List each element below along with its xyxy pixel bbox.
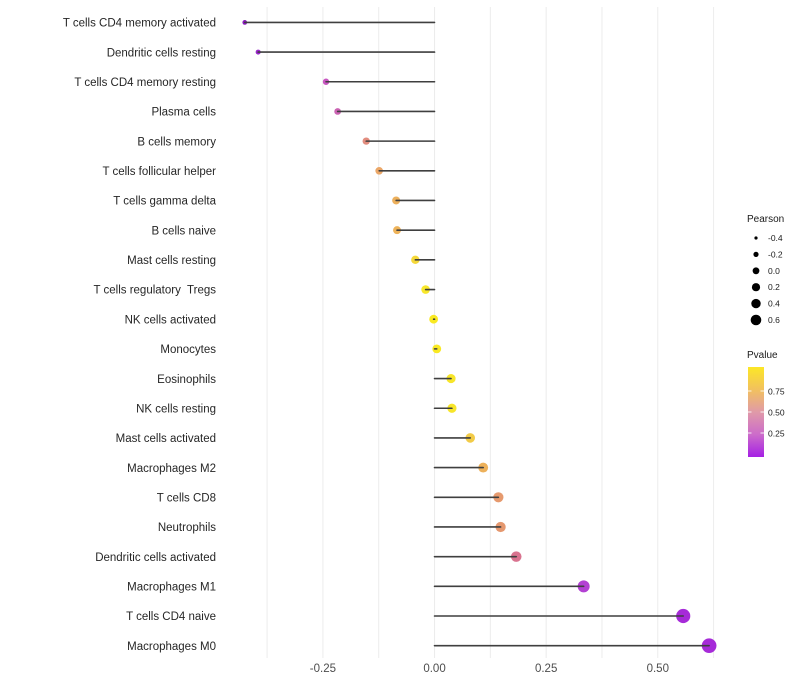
colorbar-tick-label: 0.75 <box>768 387 785 397</box>
category-label: T cells CD4 memory resting <box>74 77 216 89</box>
size-legend-label: 0.4 <box>768 299 780 309</box>
x-tick-label: -0.25 <box>310 663 336 675</box>
size-legend-title: Pearson <box>747 214 784 225</box>
category-label: Macrophages M2 <box>127 463 216 475</box>
category-label: Mast cells resting <box>127 255 216 267</box>
x-tick-label: 0.25 <box>535 663 557 675</box>
size-legend-dot <box>751 298 761 309</box>
size-legend-dot <box>753 251 759 257</box>
category-label: Eosinophils <box>157 374 216 386</box>
size-legend-dot <box>751 283 761 292</box>
size-legend-label: -0.2 <box>768 249 783 259</box>
category-label: Dendritic cells activated <box>95 552 216 564</box>
category-label: T cells gamma delta <box>113 196 216 208</box>
x-tick-label: 0.00 <box>423 663 445 675</box>
colorbar-title: Pvalue <box>747 350 778 361</box>
category-label: Macrophages M0 <box>127 641 216 653</box>
category-label: T cells CD4 naive <box>126 611 216 623</box>
category-label: T cells follicular helper <box>102 166 216 178</box>
category-label: B cells naive <box>151 225 216 237</box>
category-label: Monocytes <box>160 344 216 356</box>
size-legend-label: 0.0 <box>768 266 780 276</box>
category-label: Dendritic cells resting <box>107 47 216 59</box>
colorbar-gradient <box>748 367 764 457</box>
category-label: NK cells resting <box>136 403 216 415</box>
category-label: T cells CD4 memory activated <box>63 18 216 30</box>
category-label: T cells CD8 <box>157 492 216 504</box>
size-legend-label: 0.2 <box>768 282 780 292</box>
category-label: Mast cells activated <box>116 433 216 445</box>
category-label: Neutrophils <box>158 522 216 534</box>
category-label: Plasma cells <box>151 107 216 119</box>
category-label: T cells regulatory Tregs <box>93 285 216 297</box>
x-tick-label: 0.50 <box>647 663 669 675</box>
size-legend-label: -0.4 <box>768 233 783 243</box>
colorbar-tick-label: 0.50 <box>768 408 785 418</box>
category-label: B cells memory <box>137 136 216 148</box>
category-label: NK cells activated <box>125 314 216 326</box>
size-legend-dot <box>752 267 760 275</box>
colorbar-tick-label: 0.25 <box>768 429 785 439</box>
size-legend-label: 0.6 <box>768 315 780 325</box>
size-legend-dot <box>754 236 758 240</box>
category-label: Macrophages M1 <box>127 582 216 594</box>
size-legend-dot <box>750 314 762 326</box>
